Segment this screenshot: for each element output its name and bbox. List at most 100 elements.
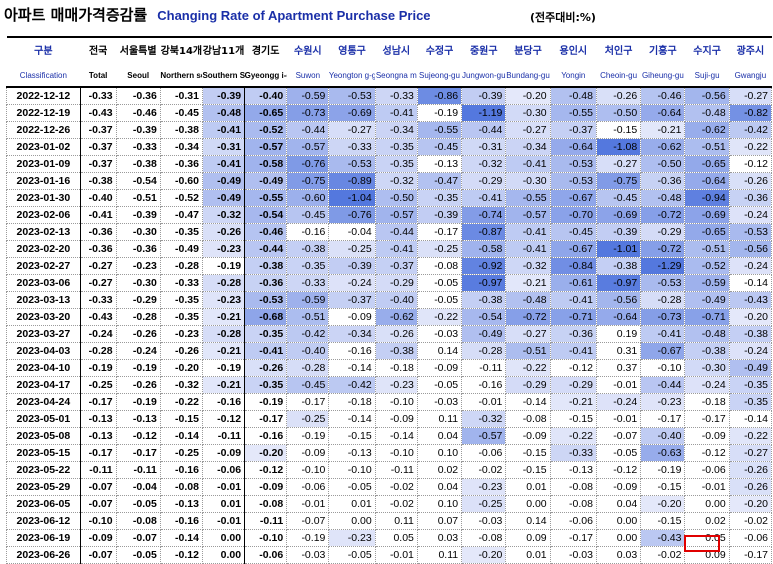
table-cell: -0.10	[244, 529, 288, 547]
table-cell: -0.19	[201, 359, 246, 377]
table-cell: -0.09	[505, 427, 551, 445]
table-cell: -0.27	[505, 325, 551, 343]
table-cell: 0.00	[328, 512, 376, 530]
table-cell: -0.33	[549, 444, 597, 462]
table-cell: -0.55	[416, 121, 463, 139]
table-cell: -0.03	[286, 546, 330, 564]
table-cell: -0.33	[159, 274, 203, 292]
column-header-en: Suwon	[286, 64, 329, 88]
table-cell: -0.41	[79, 206, 117, 224]
table-cell: -0.36	[79, 240, 117, 258]
table-cell: -0.74	[461, 206, 507, 224]
row-date: 2022-12-19	[6, 104, 81, 122]
table-cell: -0.22	[159, 393, 203, 411]
table-cell: 0.05	[374, 529, 418, 547]
table-cell: -0.05	[115, 546, 161, 564]
table-cell: -0.15	[505, 444, 551, 462]
table-cell: -0.51	[684, 240, 730, 258]
table-cell: -0.03	[416, 393, 463, 411]
table-cell: 0.00	[684, 495, 730, 513]
table-cell: -0.03	[461, 512, 507, 530]
table-cell: -0.53	[549, 172, 597, 190]
table-cell: -0.12	[201, 410, 246, 428]
table-cell: -0.56	[728, 240, 773, 258]
table-cell: -0.38	[461, 291, 507, 309]
table-row: 2022-12-19 -0.43 -0.46 -0.45 -0.48 -0.65 -0.73…	[6, 104, 773, 122]
table-cell: -0.05	[416, 291, 463, 309]
table-cell: -0.24	[728, 342, 773, 360]
row-date: 2023-03-20	[6, 308, 81, 326]
table-row: 2023-05-15 -0.17 -0.17 -0.25 -0.09 -0.20 -0.09…	[6, 444, 773, 462]
table-cell: -0.33	[374, 86, 418, 105]
table-row: 2023-04-03 -0.28 -0.24 -0.26 -0.21 -0.41 -0.40…	[6, 342, 773, 360]
table-cell: -0.22	[728, 138, 773, 156]
table-cell: -0.57	[244, 138, 288, 156]
column-header-ko: 구분	[6, 36, 81, 64]
table-cell: -0.41	[505, 155, 551, 173]
table-cell: -0.56	[684, 86, 730, 105]
table-cell: -0.36	[640, 172, 686, 190]
table-cell: -0.31	[201, 138, 246, 156]
table-cell: -0.26	[728, 172, 773, 190]
table-cell: -0.06	[549, 512, 597, 530]
table-cell: -0.12	[595, 461, 642, 479]
table-cell: -0.53	[549, 155, 597, 173]
table-cell: -0.13	[416, 155, 463, 173]
table-cell: -0.53	[640, 274, 686, 292]
table-cell: -0.37	[79, 155, 117, 173]
table-cell: -0.26	[115, 325, 161, 343]
table-cell: -0.20	[640, 495, 686, 513]
column-header-en: Gwangju	[729, 64, 772, 88]
table-cell: -0.48	[549, 86, 597, 105]
table-cell: -0.02	[728, 512, 773, 530]
row-date: 2023-06-26	[6, 546, 81, 564]
table-cell: -0.57	[505, 206, 551, 224]
table-cell: -0.75	[286, 172, 330, 190]
table-cell: -0.36	[549, 325, 597, 343]
table-cell: -0.65	[684, 223, 730, 241]
column-header-ko: 서울특별	[116, 36, 161, 64]
table-cell: -0.07	[286, 512, 330, 530]
table-cell: -0.68	[244, 308, 288, 326]
table-cell: -0.12	[549, 359, 597, 377]
table-cell: -0.14	[374, 427, 418, 445]
table-cell: -0.08	[416, 257, 463, 275]
table-cell: -0.42	[328, 376, 376, 394]
table-cell: -0.42	[728, 121, 773, 139]
table-cell: -0.92	[461, 257, 507, 275]
table-row: 2023-01-09 -0.37 -0.38 -0.36 -0.41 -0.58 -0.76…	[6, 155, 773, 173]
table-cell: -0.36	[159, 155, 203, 173]
table-cell: -0.09	[595, 478, 642, 496]
column-header-ko: 수지구	[684, 36, 730, 64]
table-cell: -0.76	[286, 155, 330, 173]
table-cell: -0.67	[640, 342, 686, 360]
table-cell: -0.62	[374, 308, 418, 326]
table-cell: -0.13	[549, 461, 597, 479]
table-cell: -0.41	[505, 240, 551, 258]
table-cell: -0.45	[159, 104, 203, 122]
table-cell: -0.37	[79, 121, 117, 139]
table-cell: -0.38	[159, 121, 203, 139]
table-cell: -0.45	[595, 189, 642, 207]
table-cell: -0.22	[549, 427, 597, 445]
table-cell: -0.23	[115, 257, 161, 275]
table-cell: -0.38	[374, 342, 418, 360]
table-cell: -0.13	[79, 410, 117, 428]
table-cell: 0.09	[684, 546, 730, 564]
column-header-ko: 기흥구	[640, 36, 685, 64]
column-header-en: Gyeongg i-do	[244, 64, 287, 88]
table-row: 2023-05-22 -0.11 -0.11 -0.16 -0.06 -0.12 -0.10…	[6, 461, 773, 479]
table-cell: -0.38	[728, 325, 773, 343]
table-cell: -0.41	[549, 342, 597, 360]
table-cell: -0.09	[79, 529, 117, 547]
table-cell: -0.39	[115, 206, 161, 224]
table-row: 2023-04-10 -0.19 -0.19 -0.20 -0.19 -0.26 -0.28…	[6, 359, 773, 377]
row-date: 2023-03-06	[6, 274, 81, 292]
column-header-ko: 중원구	[461, 36, 506, 64]
table-cell: -0.40	[286, 342, 330, 360]
column-header-ko: 강북14개	[160, 36, 203, 64]
row-date: 2023-03-13	[6, 291, 81, 309]
table-cell: -0.14	[328, 359, 376, 377]
table-cell: -0.50	[374, 189, 418, 207]
table-cell: -0.11	[79, 461, 117, 479]
